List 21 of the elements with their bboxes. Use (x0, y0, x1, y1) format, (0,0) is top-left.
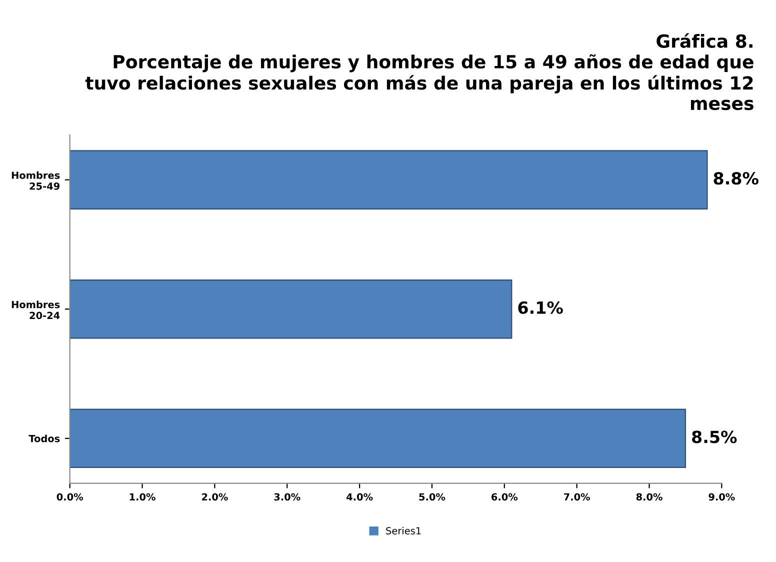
y-tick-label: Todos (28, 434, 60, 442)
y-tick-label: Hombres 25-49 (12, 171, 60, 190)
text: 8.8% (714, 172, 758, 185)
x-tick-label: 7.0% (564, 493, 590, 501)
x-tick-label: 5.0% (419, 493, 446, 501)
x-tick-label: 8.0% (636, 493, 662, 501)
x-tick-label: 1.0% (130, 493, 156, 501)
legend-label: Series1 (386, 526, 421, 534)
y-tick-label: Hombres 20-24 (12, 300, 60, 320)
x-tick-label: 6.0% (492, 493, 518, 501)
x-tick-label: 3.0% (274, 493, 300, 501)
bar (70, 150, 708, 210)
x-tick-label: 0.0% (56, 493, 84, 501)
x-tick-label: 9.0% (708, 493, 735, 501)
text: 6.1% (518, 301, 563, 314)
chart-title: Gráfica 8. Porcentaje de mujeres y hombres de 15 a 49 años de edad que tuvo relaciones sexuales con más de una pareja en los últimos 12 meses (85, 33, 754, 110)
x-tick-label: 2.0% (202, 493, 228, 501)
bar (70, 279, 512, 339)
x-tick-label: 4.0% (346, 493, 373, 501)
text: 8.5% (692, 430, 737, 444)
bar (70, 408, 686, 468)
